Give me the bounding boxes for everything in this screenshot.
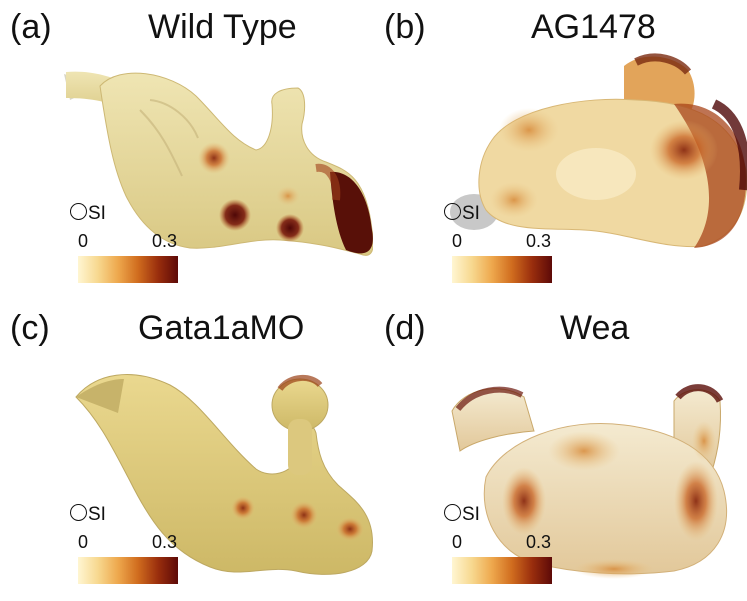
panel-title: Gata1aMO (138, 309, 305, 347)
colorbar-label: SI (444, 203, 480, 225)
panel-title: Wild Type (148, 8, 297, 46)
panel-ag1478: (b) AG1478 SI 0 0.3 (374, 0, 747, 300)
colorbar-gradient (452, 256, 552, 283)
colorbar-gradient (78, 557, 178, 584)
heart-surface-render (450, 53, 747, 248)
colorbar: SI 0 0.3 (444, 504, 562, 584)
panel-wild-type: (a) Wild Type SI 0 0.3 (0, 0, 373, 300)
circle-icon (444, 504, 461, 521)
colorbar-min: 0 (78, 532, 89, 552)
panel-letter: (a) (10, 8, 52, 46)
colorbar-min: 0 (452, 231, 463, 251)
colorbar-max: 0.3 (152, 532, 178, 552)
panel-letter: (c) (10, 309, 50, 347)
panel-gata1amo: (c) Gata1aMO SI 0 0.3 (0, 301, 373, 601)
colorbar-max: 0.3 (152, 231, 178, 251)
circle-icon (70, 504, 87, 521)
colorbar-name: SI (462, 504, 480, 525)
colorbar-label: SI (70, 504, 106, 526)
panel-letter: (d) (384, 309, 426, 347)
colorbar-max: 0.3 (526, 231, 552, 251)
heart-surface-render (75, 374, 373, 575)
colorbar-name: SI (88, 203, 106, 224)
colorbar: SI 0 0.3 (70, 504, 188, 584)
colorbar: SI 0 0.3 (444, 203, 562, 283)
heart-surface-render (64, 71, 373, 256)
heart-surface-render (451, 384, 728, 579)
colorbar-name: SI (88, 504, 106, 525)
circle-icon (70, 203, 87, 220)
panel-title: Wea (560, 309, 630, 347)
circle-icon (444, 203, 461, 220)
colorbar-label: SI (444, 504, 480, 526)
colorbar-min: 0 (78, 231, 89, 251)
panel-title: AG1478 (531, 8, 656, 46)
panel-letter: (b) (384, 8, 426, 46)
colorbar-name: SI (462, 203, 480, 224)
colorbar-min: 0 (452, 532, 463, 552)
colorbar-gradient (452, 557, 552, 584)
colorbar: SI 0 0.3 (70, 203, 188, 283)
colorbar-max: 0.3 (526, 532, 552, 552)
panel-wea: (d) Wea SI 0 0.3 (374, 301, 747, 601)
colorbar-label: SI (70, 203, 106, 225)
colorbar-gradient (78, 256, 178, 283)
